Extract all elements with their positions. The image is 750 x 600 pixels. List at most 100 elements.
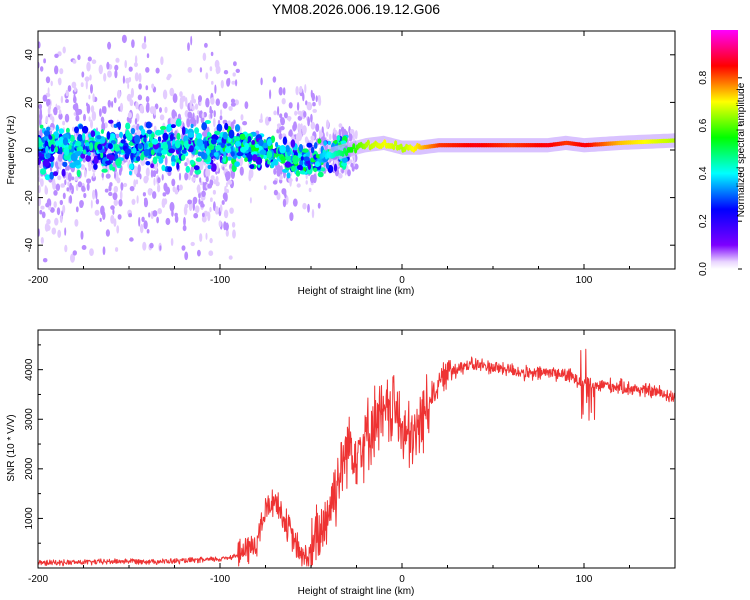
snr-x-label: Height of straight line (km)	[298, 586, 415, 597]
spectrogram-core-blob	[58, 128, 65, 135]
spectrogram-core-blob	[181, 126, 186, 135]
spectrogram-noise-blob	[235, 79, 238, 87]
spectrogram-x-label: Height of straight line (km)	[298, 286, 415, 297]
spectrogram-core-blob	[114, 144, 121, 152]
spectrogram-noise-blob	[311, 92, 315, 102]
spectrogram-noise-blob	[210, 175, 215, 181]
spectrogram-noise-blob	[57, 77, 62, 84]
spectrogram-noise-blob	[128, 77, 132, 82]
spectrogram-noise-blob	[108, 191, 113, 197]
spectrogram-noise-blob	[239, 166, 244, 176]
spectrogram-noise-blob	[57, 229, 62, 238]
spectrogram-noise-blob	[224, 185, 227, 193]
spectrogram-noise-blob	[120, 182, 124, 191]
spectrogram-core-blob	[325, 161, 330, 169]
spectrogram-core-blob	[174, 139, 181, 149]
spectrogram-noise-blob	[114, 172, 116, 179]
spectrogram-noise-blob	[80, 82, 84, 88]
spectrogram-noise-blob	[134, 72, 139, 82]
spectrogram-noise-blob	[94, 209, 100, 216]
spectrogram-noise-blob	[181, 245, 186, 251]
spectrogram-core-blob	[290, 165, 296, 172]
spectrogram-noise-blob	[107, 41, 112, 50]
spectrogram-noise-blob	[190, 118, 195, 123]
spectrogram-core-blob	[54, 146, 59, 153]
spectrogram-core-blob	[292, 155, 299, 165]
spectrogram-core-blob	[196, 132, 203, 140]
spectrogram-noise-blob	[44, 185, 47, 193]
spectrogram-noise-blob	[244, 101, 249, 109]
spectrogram-noise-blob	[88, 116, 91, 122]
spectrogram-noise-blob	[124, 60, 127, 69]
spectrogram-noise-blob	[89, 248, 94, 256]
spectrogram-noise-blob	[210, 112, 213, 119]
spectrogram-noise-blob	[99, 217, 102, 222]
spectrogram-noise-blob	[233, 61, 237, 67]
spectrogram-core-blob	[76, 169, 81, 178]
spectrogram-noise-blob	[53, 106, 58, 116]
spectrogram-noise-blob	[105, 173, 111, 179]
spectrogram-core-blob	[296, 164, 303, 170]
spectrogram-noise-blob	[276, 129, 280, 134]
spectrogram-noise-blob	[133, 165, 138, 175]
spectrogram-noise-blob	[157, 208, 162, 215]
snr-y-tick-label: 2000	[24, 457, 35, 480]
spectrogram-core-blob	[96, 135, 102, 140]
spectrogram-core-blob	[87, 151, 91, 156]
spectrogram-noise-blob	[198, 198, 201, 205]
spectrogram-noise-blob	[284, 192, 287, 199]
spectrogram-noise-blob	[62, 204, 66, 214]
spectrogram-noise-blob	[105, 229, 110, 237]
spectrogram-noise-blob	[169, 87, 175, 97]
spectrogram-noise-blob	[153, 125, 157, 132]
spectrogram-noise-blob	[57, 175, 62, 181]
spectrogram-core-blob	[136, 156, 141, 162]
spectrogram-noise-blob	[303, 111, 307, 118]
spectrogram-core-blob	[224, 122, 229, 131]
spectrogram-noise-blob	[109, 182, 113, 187]
spectrogram-core-blob	[235, 136, 241, 142]
spectrogram-noise-blob	[215, 98, 220, 106]
spectrogram-core-blob	[158, 156, 164, 164]
spectrogram-noise-blob	[191, 105, 195, 111]
spectrogram-noise-blob	[41, 211, 46, 219]
spectrogram-noise-blob	[187, 199, 193, 205]
snr-x-tick-label: -100	[210, 574, 230, 585]
spectrogram-noise-blob	[117, 214, 122, 220]
spectrogram-noise-blob	[249, 197, 252, 204]
spectrogram-core-blob	[130, 127, 136, 135]
spectrogram-core-blob	[167, 166, 173, 173]
spectrogram-core-blob	[108, 119, 114, 124]
spectrogram-noise-blob	[114, 64, 119, 71]
spectrogram-core-blob	[62, 161, 68, 167]
spectrogram-noise-blob	[226, 171, 231, 181]
spectrogram-noise-blob	[64, 244, 68, 253]
spectrogram-noise-blob	[156, 216, 160, 224]
spectrogram-noise-blob	[107, 70, 112, 78]
spectrogram-y-label: Frequency (Hz)	[6, 116, 17, 185]
spectrogram-noise-blob	[167, 73, 172, 79]
spectrogram-core-blob	[323, 140, 328, 146]
spectrogram-noise-blob	[297, 115, 303, 121]
spectrogram-noise-blob	[194, 103, 199, 110]
spectrogram-noise-blob	[310, 113, 313, 123]
spectrogram-noise-blob	[228, 255, 233, 260]
spectrogram-noise-blob	[186, 157, 189, 163]
spectrogram-noise-blob	[73, 86, 77, 93]
spectrogram-core-blob	[43, 136, 47, 141]
spectrogram-ridge-glow	[329, 133, 675, 162]
spectrogram-noise-blob	[222, 166, 225, 171]
spectrogram-noise-blob	[269, 89, 272, 100]
snr-x-tick-label: -200	[28, 574, 48, 585]
spectrogram-noise-blob	[218, 220, 222, 228]
spectrogram-noise-blob	[354, 130, 358, 139]
spectrogram-noise-blob	[198, 95, 202, 103]
colorbar-tick-label: 0.6	[698, 118, 709, 132]
spectrogram-noise-blob	[102, 246, 106, 256]
spectrogram-noise-blob	[219, 115, 223, 121]
spectrogram-noise-blob	[164, 156, 168, 166]
spectrogram-noise-blob	[84, 76, 90, 82]
spectrogram-ridge-point	[672, 138, 675, 143]
spectrogram-noise-blob	[91, 59, 97, 64]
spectrogram-y-tick-label: -40	[24, 238, 35, 253]
